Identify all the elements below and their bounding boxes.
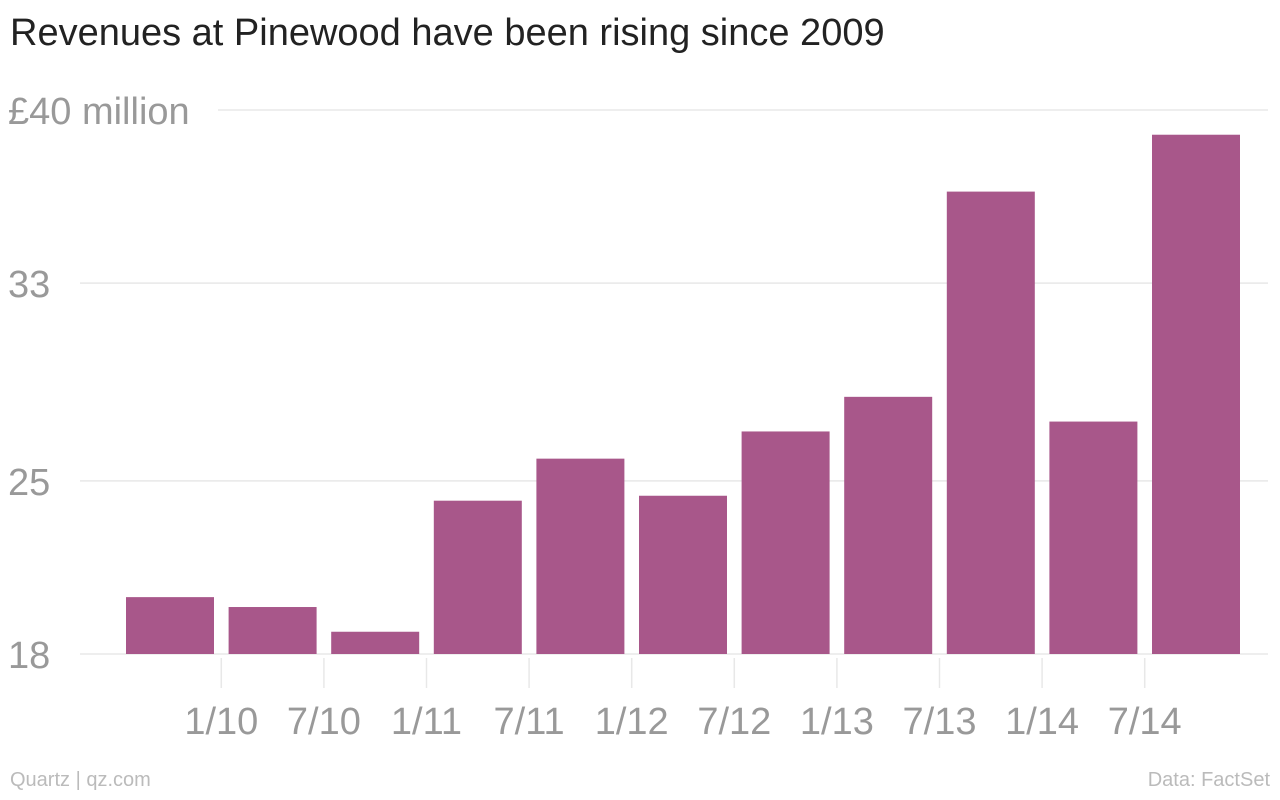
bar (639, 495, 727, 654)
bar (844, 396, 933, 654)
x-tick-label: 1/14 (1005, 701, 1079, 743)
x-tick-label: 1/13 (800, 701, 874, 743)
bar (433, 500, 522, 654)
x-tick-label: 7/10 (287, 701, 361, 743)
x-axis-ticks: 1/10 7/10 1/11 7/11 1/12 7/12 1/13 7/13 1/14 7/14 (184, 658, 1182, 743)
bar (1152, 134, 1240, 654)
bars (126, 134, 1240, 654)
bar (946, 191, 1035, 654)
x-tick-label: 7/11 (494, 701, 565, 743)
x-tick-label: 1/12 (595, 701, 669, 743)
source-credit: Quartz | qz.com (10, 769, 151, 791)
x-tick-label: 7/13 (903, 701, 977, 743)
y-axis-ticks: £40 million 33 25 18 (8, 91, 190, 677)
y-tick-label: £40 million (8, 91, 190, 133)
x-tick-label: 7/14 (1108, 701, 1182, 743)
bar (331, 631, 420, 654)
bar (536, 458, 625, 654)
bar (228, 607, 317, 654)
y-tick-label: 33 (8, 264, 50, 306)
bar (1049, 421, 1138, 654)
chart-title: Revenues at Pinewood have been rising si… (10, 12, 885, 54)
x-tick-label: 1/10 (184, 701, 258, 743)
x-tick-label: 7/12 (697, 701, 771, 743)
bar (126, 597, 214, 654)
x-tick-label: 1/11 (391, 701, 462, 743)
y-tick-label: 18 (8, 635, 50, 677)
data-source: Data: FactSet (1147, 769, 1270, 791)
y-tick-label: 25 (8, 462, 50, 504)
bar (741, 431, 830, 654)
